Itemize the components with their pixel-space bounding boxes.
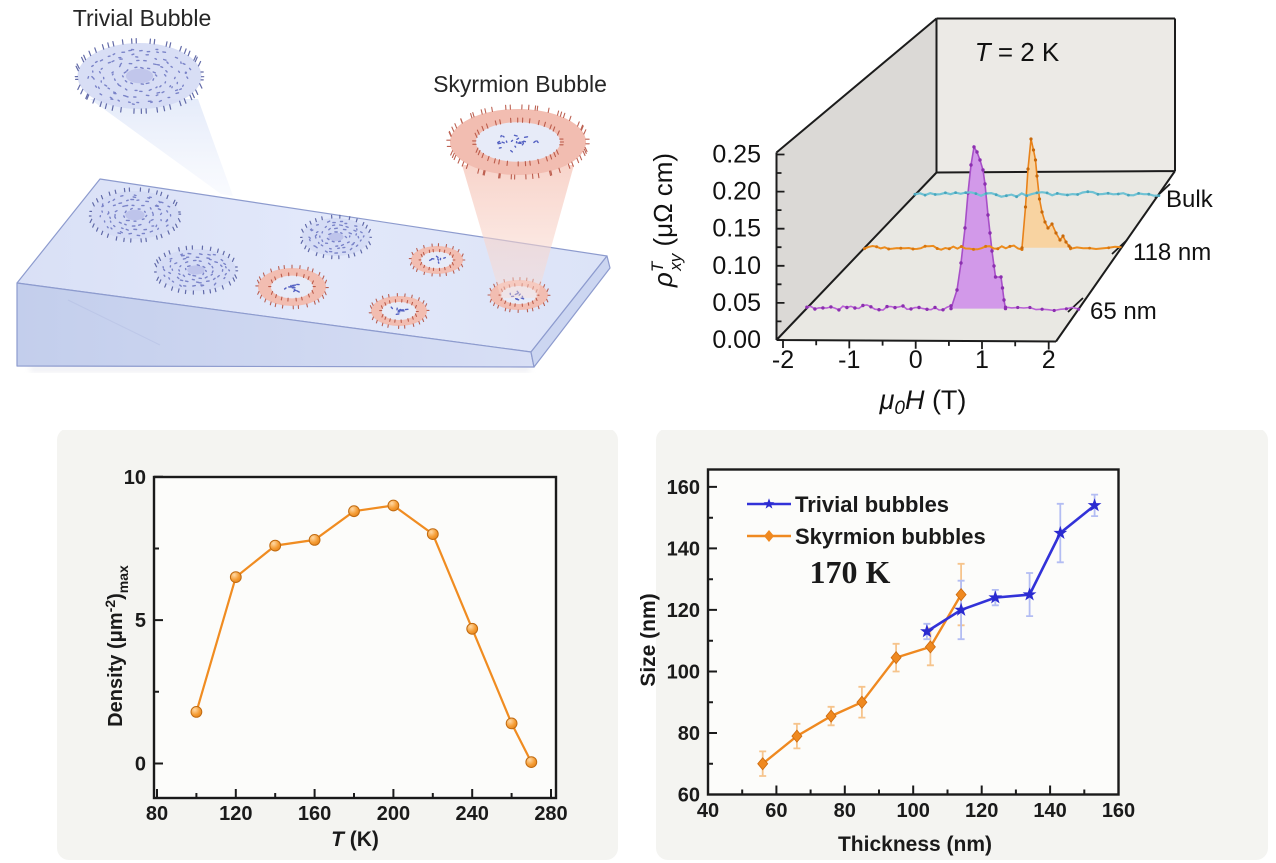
svg-text:0.10: 0.10 <box>712 252 761 280</box>
svg-text:5: 5 <box>135 610 146 632</box>
svg-text:140: 140 <box>1033 800 1066 822</box>
svg-text:40: 40 <box>697 800 719 822</box>
svg-text:Bulk: Bulk <box>1166 186 1214 213</box>
svg-text:100: 100 <box>897 800 930 822</box>
svg-text:T = 2 K: T = 2 K <box>975 37 1060 67</box>
svg-text:118 nm: 118 nm <box>1133 239 1211 266</box>
svg-text:2: 2 <box>1042 346 1056 374</box>
svg-text:Size (nm): Size (nm) <box>640 593 660 686</box>
svg-text:65 nm: 65 nm <box>1090 298 1157 325</box>
svg-text:Thickness (nm): Thickness (nm) <box>838 833 992 856</box>
svg-text:160: 160 <box>298 803 331 825</box>
svg-text:60: 60 <box>765 800 787 822</box>
svg-text:100: 100 <box>667 662 700 684</box>
svg-text:120: 120 <box>667 600 700 622</box>
svg-text:170 K: 170 K <box>810 554 891 590</box>
svg-text:120: 120 <box>219 803 252 825</box>
svg-text:ρTxy (μΩ cm): ρTxy (μΩ cm) <box>648 153 685 288</box>
svg-text:10: 10 <box>124 467 146 489</box>
svg-text:0: 0 <box>909 346 923 374</box>
svg-text:1: 1 <box>975 346 989 374</box>
svg-text:-2: -2 <box>772 346 794 374</box>
svg-text:80: 80 <box>678 723 700 745</box>
svg-text:T (K): T (K) <box>331 828 379 851</box>
svg-text:μ0H (T): μ0H (T) <box>879 385 967 419</box>
svg-text:0.20: 0.20 <box>712 178 761 206</box>
svg-text:0.05: 0.05 <box>712 289 761 317</box>
svg-text:0: 0 <box>135 754 146 776</box>
svg-text:240: 240 <box>456 803 489 825</box>
svg-text:120: 120 <box>965 800 998 822</box>
svg-text:0.15: 0.15 <box>712 215 761 243</box>
svg-text:Skyrmion Bubble: Skyrmion Bubble <box>433 71 607 97</box>
svg-text:140: 140 <box>667 538 700 560</box>
svg-text:280: 280 <box>534 803 567 825</box>
svg-text:0.00: 0.00 <box>712 326 761 354</box>
svg-text:160: 160 <box>667 477 700 499</box>
svg-text:Skyrmion bubbles: Skyrmion bubbles <box>795 524 986 549</box>
svg-text:80: 80 <box>834 800 856 822</box>
svg-text:0.25: 0.25 <box>712 141 761 169</box>
svg-text:Trivial Bubble: Trivial Bubble <box>73 5 211 31</box>
svg-text:160: 160 <box>1102 800 1135 822</box>
svg-text:Trivial bubbles: Trivial bubbles <box>795 492 949 517</box>
svg-text:80: 80 <box>146 803 168 825</box>
svg-text:200: 200 <box>377 803 410 825</box>
svg-text:60: 60 <box>678 785 700 807</box>
svg-text:-1: -1 <box>838 346 860 374</box>
